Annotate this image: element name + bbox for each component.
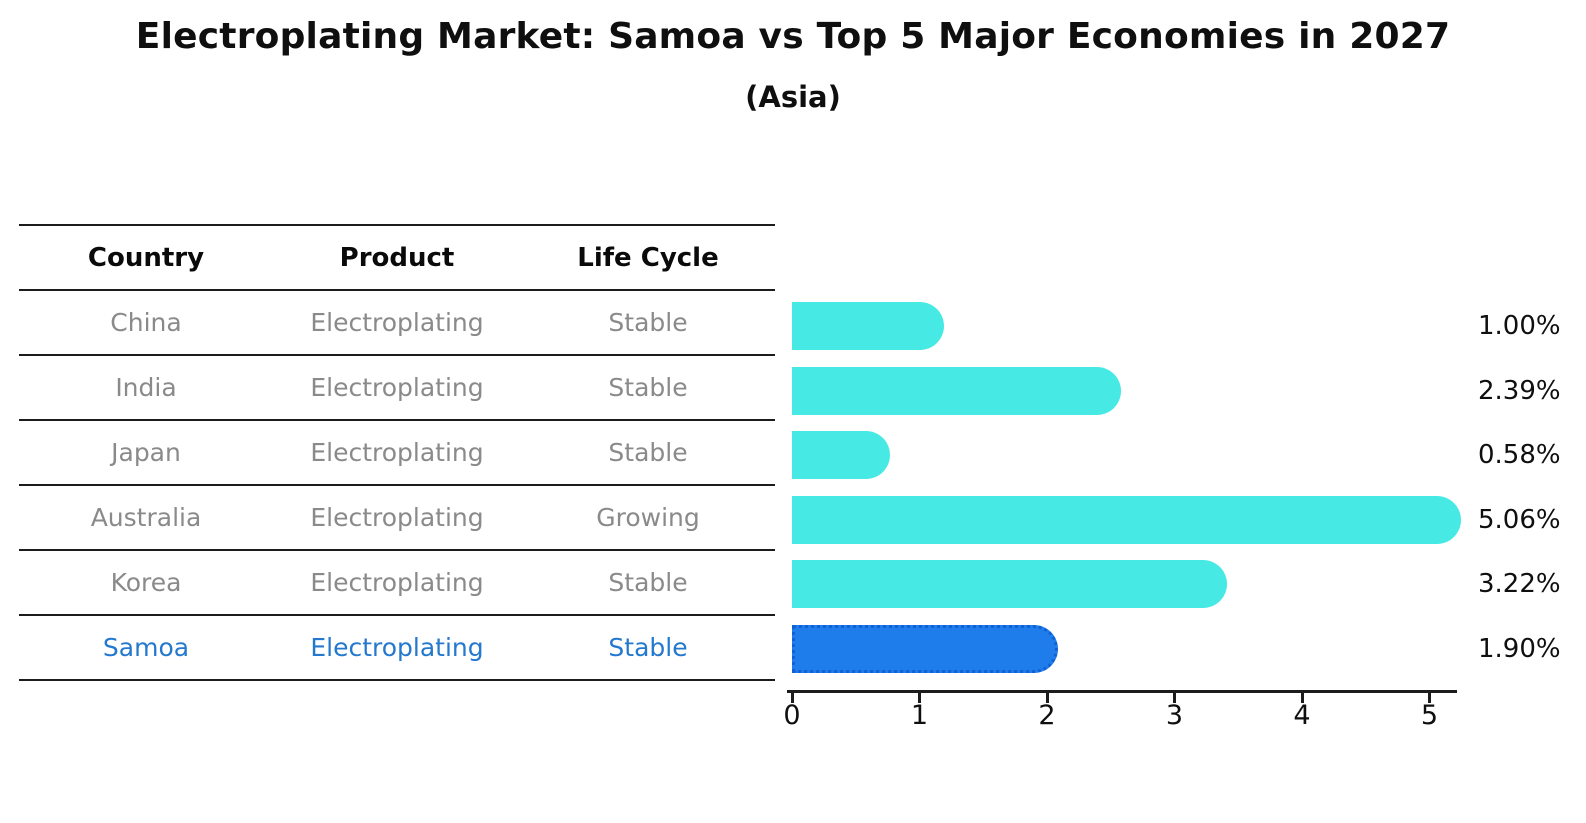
x-axis-tick-label-2: 2 [1038, 700, 1056, 731]
x-axis-tick-0 [790, 690, 794, 703]
value-label-samoa: 1.90% [1478, 634, 1561, 664]
table-row-japan: Japan Electroplating Stable [19, 419, 775, 485]
cell-country: China [19, 289, 273, 355]
bar-chart: 1.00% 2.39% 0.58% 5.06% 3.22% 1.90% 0 1 2 3 4 5 [783, 276, 1586, 756]
cell-life-cycle: Growing [521, 484, 775, 550]
value-label-korea: 3.22% [1478, 569, 1561, 600]
cell-country: Japan [19, 419, 273, 485]
column-header-country: Country [19, 224, 273, 290]
cell-country: Australia [19, 484, 273, 550]
value-label-australia: 5.06% [1478, 504, 1561, 535]
x-axis-tick-label-0: 0 [783, 700, 801, 731]
value-label-china: 1.00% [1478, 311, 1561, 341]
cell-life-cycle: Stable [521, 289, 775, 355]
cell-life-cycle: Stable [521, 614, 775, 681]
cell-country: India [19, 354, 273, 420]
value-label-japan: 0.58% [1478, 440, 1561, 471]
cell-country: Samoa [19, 614, 273, 681]
x-axis-tick-label-1: 1 [910, 700, 929, 731]
x-axis-tick-2 [1045, 690, 1049, 703]
cell-product: Electroplating [273, 419, 521, 485]
table-row-india: India Electroplating Stable [19, 354, 775, 420]
cell-life-cycle: Stable [521, 419, 775, 485]
bar-india [792, 366, 1121, 415]
x-axis-tick-1 [918, 690, 921, 703]
chart-title: Electroplating Market: Samoa vs Top 5 Ma… [135, 16, 1451, 57]
table-header: Country Product Life Cycle [19, 224, 775, 290]
chart-subtitle: (Asia) [745, 80, 841, 114]
bar-korea [792, 560, 1227, 609]
country-info-table: Country Product Life Cycle China Electrop… [19, 224, 775, 681]
x-axis-tick-label-4: 4 [1293, 700, 1311, 731]
x-axis-tick-label-3: 3 [1165, 700, 1184, 731]
bar-australia [792, 495, 1462, 544]
x-axis-tick-label-5: 5 [1420, 700, 1439, 731]
cell-life-cycle: Stable [521, 549, 775, 615]
cell-product: Electroplating [273, 484, 521, 550]
bar-china [792, 302, 944, 350]
column-header-product: Product [273, 224, 521, 290]
x-axis-tick-5 [1428, 690, 1431, 703]
cell-life-cycle: Stable [521, 354, 775, 420]
table-row-korea: Korea Electroplating Stable [19, 549, 775, 615]
cell-country: Korea [19, 549, 273, 615]
x-axis-tick-3 [1173, 690, 1176, 703]
table-row-australia: Australia Electroplating Growing [19, 484, 775, 550]
cell-product: Electroplating [273, 354, 521, 420]
table-row-samoa: Samoa Electroplating Stable [19, 614, 775, 681]
value-label-india: 2.39% [1478, 375, 1561, 406]
cell-product: Electroplating [273, 289, 521, 355]
cell-product: Electroplating [273, 614, 521, 681]
cell-product: Electroplating [273, 549, 521, 615]
table-row-china: China Electroplating Stable [19, 289, 775, 355]
column-header-life-cycle: Life Cycle [521, 224, 775, 290]
bar-japan [792, 431, 890, 480]
bar-samoa [792, 625, 1059, 673]
x-axis-line [787, 690, 1457, 693]
table-body: China Electroplating Stable India Electropla… [19, 289, 775, 681]
x-axis-tick-4 [1300, 690, 1304, 703]
